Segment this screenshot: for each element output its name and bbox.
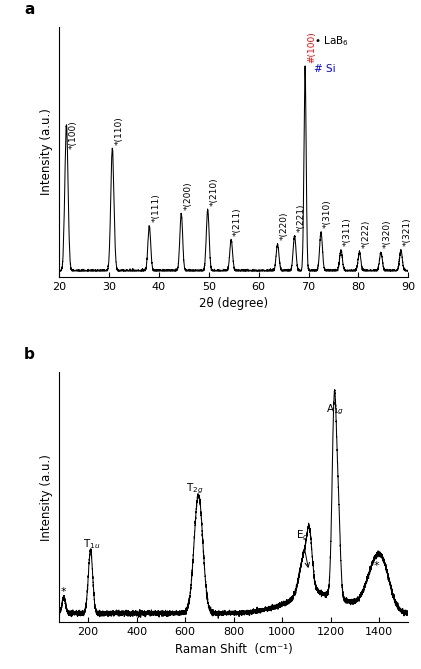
Text: A$_{1g}$: A$_{1g}$ [326, 403, 344, 417]
Text: *(311): *(311) [343, 217, 352, 246]
Text: *(110): *(110) [115, 116, 123, 145]
Text: *(210): *(210) [210, 177, 218, 206]
Text: *(211): *(211) [233, 207, 242, 236]
Text: b: b [24, 347, 35, 362]
Text: *(320): *(320) [383, 220, 392, 248]
Text: a: a [24, 2, 35, 17]
Text: *(221): *(221) [296, 203, 306, 232]
Text: # Si: # Si [314, 64, 336, 74]
Text: *(100): *(100) [69, 120, 78, 149]
Text: *: * [374, 561, 380, 571]
Text: *(222): *(222) [362, 220, 370, 248]
Text: *(220): *(220) [280, 212, 288, 240]
Text: *(200): *(200) [183, 181, 192, 210]
Text: #(100): #(100) [307, 31, 316, 64]
Text: *(111): *(111) [151, 193, 160, 222]
Text: T$_{1u}$: T$_{1u}$ [83, 537, 100, 551]
Y-axis label: Intensity (a.u.): Intensity (a.u.) [40, 454, 53, 541]
X-axis label: Raman Shift  (cm⁻¹): Raman Shift (cm⁻¹) [175, 643, 293, 656]
Text: *(321): *(321) [403, 218, 412, 246]
Text: T$_{2g}$: T$_{2g}$ [186, 482, 203, 496]
X-axis label: 2θ (degree): 2θ (degree) [199, 297, 268, 310]
Text: • LaB$_6$: • LaB$_6$ [314, 34, 349, 48]
Text: E$_g$: E$_g$ [296, 529, 309, 567]
Y-axis label: Intensity (a.u.): Intensity (a.u.) [40, 108, 53, 195]
Text: *: * [61, 587, 67, 597]
Text: *(310): *(310) [323, 199, 332, 228]
